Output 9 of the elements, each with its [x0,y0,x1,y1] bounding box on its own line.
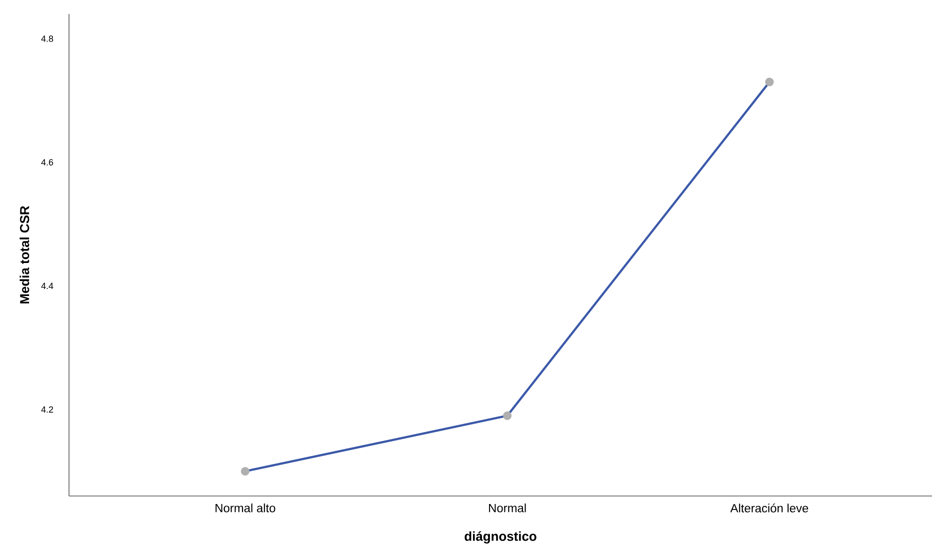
x-tick-label: Normal alto [216,504,276,512]
y-tick-label: 4.4 [41,282,54,289]
y-tick-label: 4.2 [41,406,54,413]
y-tick-label: 4.6 [41,159,54,166]
x-axis-title: diágnostico [464,531,536,544]
x-tick-label: Normal [489,504,526,512]
y-axis-title: Media total CSR [20,206,30,304]
x-tick-label: Alteración leve [730,504,808,512]
y-tick-label: 4.8 [41,36,54,42]
